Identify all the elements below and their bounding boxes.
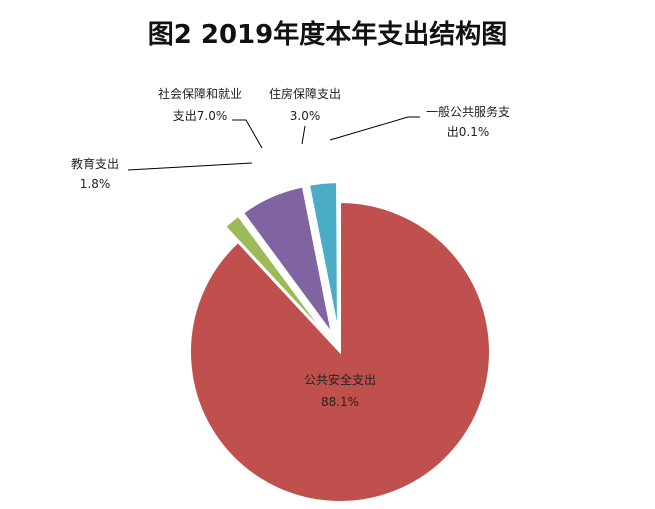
- slice-percent-0: 88.1%: [321, 395, 359, 409]
- slice-percent-1: 1.8%: [80, 177, 111, 191]
- slice-percent-2: 支出7.0%: [173, 109, 228, 123]
- leader-line-4: [329, 116, 420, 141]
- pie-slice-2: [241, 185, 333, 335]
- pie-slice-1: [223, 214, 329, 338]
- slice-label-1: 教育支出: [71, 156, 119, 171]
- slice-percent-4: 出0.1%: [447, 125, 490, 139]
- chart-title: 图2 2019年度本年支出结构图: [147, 20, 508, 50]
- pie-slice-3: [307, 181, 339, 333]
- leader-line-3: [301, 125, 306, 145]
- leader-line-2: [232, 119, 263, 149]
- slice-label-2: 社会保障和就业: [158, 86, 242, 101]
- pie-slice-0: [189, 200, 491, 503]
- pie-slice-4: [337, 180, 341, 333]
- slice-percent-3: 3.0%: [290, 109, 321, 123]
- slice-label-3: 住房保障支出: [269, 86, 341, 101]
- leader-line-1: [127, 162, 253, 171]
- slice-label-0: 公共安全支出: [304, 372, 376, 387]
- slice-label-4: 一般公共服务支: [426, 104, 510, 119]
